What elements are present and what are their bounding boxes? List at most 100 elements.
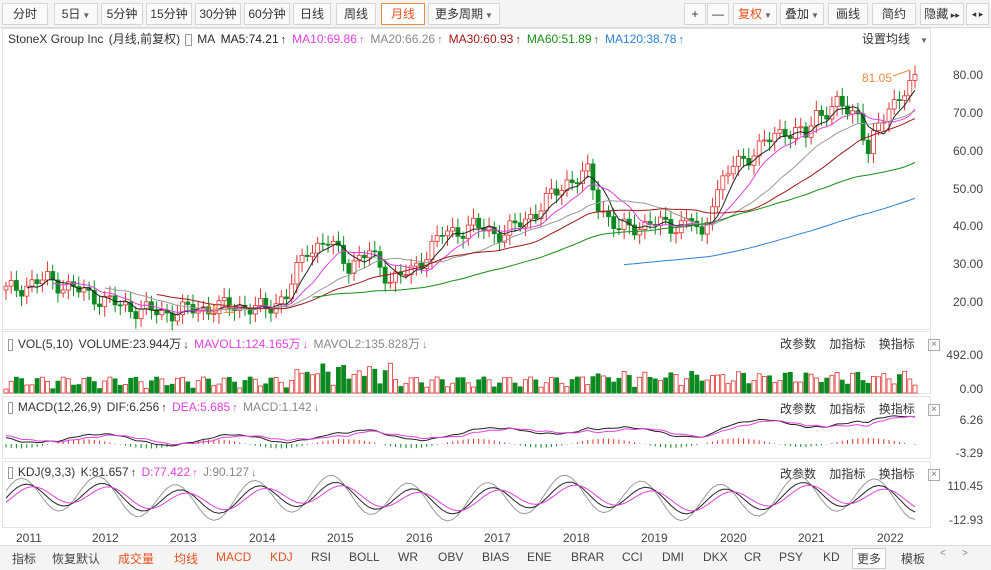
volume-bar	[351, 373, 357, 394]
tab-restore-default[interactable]: 恢复默认	[52, 552, 101, 566]
hide-button[interactable]: 隐藏 ▸▸	[920, 3, 964, 25]
tab-kd[interactable]: KD	[823, 550, 840, 564]
ma-settings-label: 设置均线	[862, 32, 911, 46]
add-indicator-button[interactable]: 加指标	[829, 402, 866, 416]
volume-bar	[434, 376, 440, 394]
fuquan-dropdown[interactable]: 复权 ▼	[733, 3, 777, 25]
period-15min[interactable]: 15分钟	[146, 3, 192, 25]
volume-bar	[133, 376, 139, 394]
candle-body	[865, 139, 871, 155]
candle-body	[102, 295, 108, 308]
price-tick-20: 20.00	[952, 295, 983, 309]
volume-bar	[652, 378, 658, 394]
tab-cr[interactable]: CR	[744, 550, 762, 564]
tab-wr[interactable]: WR	[398, 550, 418, 564]
candle-body	[60, 289, 66, 294]
change-params-button[interactable]: 改参数	[780, 337, 817, 351]
period-60min[interactable]: 60分钟	[244, 3, 290, 25]
volume-bar	[112, 378, 118, 394]
tab-dmi[interactable]: DMI	[662, 550, 684, 564]
low-price-label: 16.11	[206, 302, 235, 316]
volume-bar	[55, 380, 61, 394]
k-value: K:81.657	[80, 465, 129, 479]
tab-volume[interactable]: 成交量	[118, 552, 155, 566]
candle-body	[450, 227, 456, 232]
candle-body	[876, 122, 882, 131]
kdj-tick-top: 110.45	[947, 479, 983, 493]
change-params-button[interactable]: 改参数	[780, 402, 817, 416]
add-indicator-button[interactable]: 加指标	[829, 467, 866, 481]
volume-bar	[689, 371, 695, 394]
scroll-left-icon[interactable]: <	[940, 548, 946, 559]
volume-bar	[320, 363, 326, 394]
period-30min[interactable]: 30分钟	[195, 3, 241, 25]
zoom-out-button[interactable]: —	[707, 3, 729, 25]
price-chart-canvas[interactable]: 81.05 16.11	[0, 0, 991, 545]
volume-bar	[413, 377, 419, 394]
tab-boll[interactable]: BOLL	[349, 550, 380, 564]
volume-bar	[216, 383, 222, 394]
simple-mode-button[interactable]: 简约	[872, 3, 916, 25]
close-icon[interactable]: ×	[928, 468, 941, 481]
volume-bar	[232, 381, 237, 394]
tab-more[interactable]: 更多	[852, 548, 887, 569]
volume-bar	[13, 376, 19, 394]
volume-bar	[611, 381, 617, 394]
period-monthly[interactable]: 月线	[381, 3, 425, 25]
swap-indicator-button[interactable]: 换指标	[878, 337, 915, 351]
tab-dkx[interactable]: DKX	[703, 550, 728, 564]
close-icon[interactable]: ×	[928, 338, 941, 351]
close-icon[interactable]: ×	[928, 403, 941, 416]
ma-settings-button[interactable]: 设置均线 ▼	[862, 30, 928, 47]
volume-bar	[891, 383, 897, 394]
volume-bar	[19, 378, 24, 394]
add-indicator-button[interactable]: 加指标	[829, 337, 866, 351]
period-weekly[interactable]: 周线	[336, 3, 376, 25]
tab-brar[interactable]: BRAR	[571, 550, 605, 564]
tab-psy[interactable]: PSY	[779, 550, 804, 564]
candle-body	[507, 220, 513, 236]
dif-value: DIF:6.256	[106, 400, 160, 414]
zoom-in-button[interactable]: +	[684, 3, 706, 25]
tab-indicator[interactable]: 指标	[12, 552, 37, 566]
candle-body	[320, 242, 326, 245]
volume-bar	[476, 379, 482, 394]
tab-obv[interactable]: OBV	[438, 550, 464, 564]
candle-body	[29, 279, 35, 287]
candle-body	[190, 304, 196, 314]
volume-bar	[123, 384, 128, 394]
swap-indicator-button[interactable]: 换指标	[878, 402, 915, 416]
kdj-legend: KDJ(9,3,3) K:81.657 ↑ D:77.422 ↑ J:90.127 ↓	[8, 465, 259, 479]
volume-bar	[362, 375, 367, 394]
tab-template[interactable]: 模板	[901, 552, 926, 566]
volume-bar	[91, 381, 97, 394]
volume-bar	[221, 377, 227, 394]
k-line	[5, 481, 916, 515]
draw-line-button[interactable]: 画线	[828, 3, 868, 25]
tab-bias[interactable]: BIAS	[482, 550, 510, 564]
scroll-right-icon[interactable]: >	[962, 548, 968, 559]
volume-bar	[735, 371, 741, 394]
period-5day[interactable]: 5日 ▼	[54, 3, 98, 25]
mavol2-value: MAVOL2:135.828万	[313, 337, 420, 351]
tab-macd[interactable]: MACD	[216, 550, 252, 564]
year-label: 2012	[92, 531, 119, 545]
candle-body	[175, 314, 180, 322]
scroll-arrows-icon[interactable]: ◂ ▸	[966, 3, 989, 25]
swap-indicator-button[interactable]: 换指标	[878, 467, 915, 481]
candle-body	[403, 274, 409, 276]
mavol1-value: MAVOL1:124.165万	[194, 337, 301, 351]
period-5min[interactable]: 5分钟	[101, 3, 143, 25]
macd-panel-frame	[2, 396, 931, 459]
volume-bar	[393, 379, 398, 394]
tab-ene[interactable]: ENE	[527, 550, 552, 564]
tab-rsi[interactable]: RSI	[311, 550, 332, 564]
tab-cci[interactable]: CCI	[622, 550, 643, 564]
overlay-dropdown[interactable]: 叠加 ▼	[780, 3, 824, 25]
period-daily[interactable]: 日线	[293, 3, 331, 25]
period-more[interactable]: 更多周期 ▼	[428, 3, 500, 25]
tab-ma[interactable]: 均线	[174, 552, 199, 566]
change-params-button[interactable]: 改参数	[780, 467, 817, 481]
period-intraday[interactable]: 分时	[2, 3, 48, 25]
tab-kdj[interactable]: KDJ	[270, 550, 293, 564]
